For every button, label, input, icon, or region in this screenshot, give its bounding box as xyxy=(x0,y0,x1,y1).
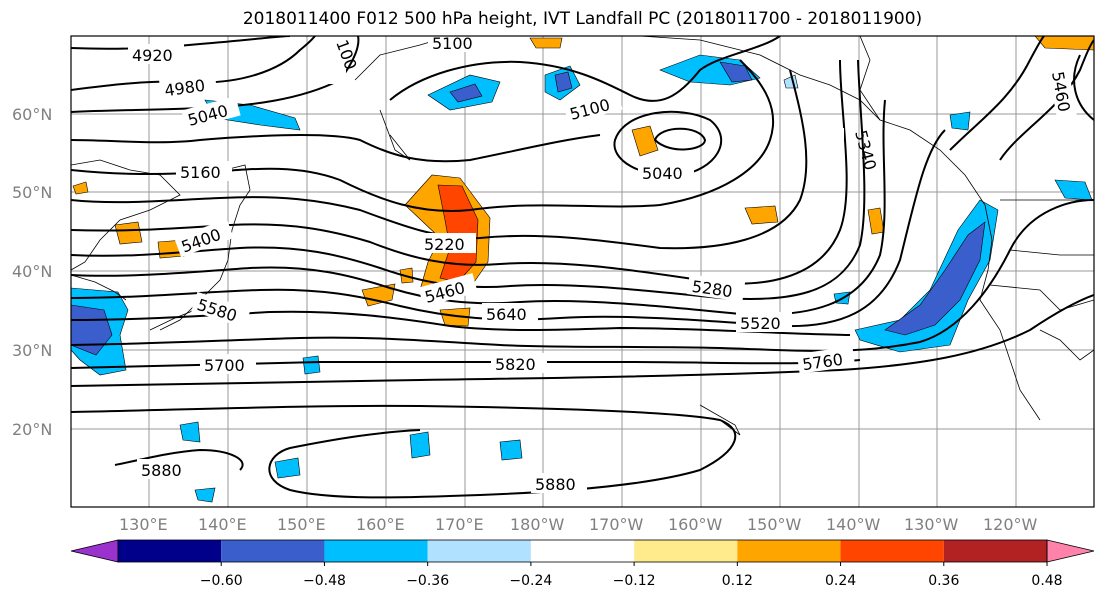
lon-label: 150°W xyxy=(747,515,802,534)
lat-label: 40°N xyxy=(12,262,52,281)
lat-label: 60°N xyxy=(12,105,52,124)
colorbar-segment xyxy=(530,540,635,562)
lon-label: 150°E xyxy=(277,515,326,534)
lon-label: 130°W xyxy=(904,515,959,534)
contour-label: 5160 xyxy=(180,163,221,182)
contour-label: 5520 xyxy=(740,314,781,333)
lon-label: 170°W xyxy=(589,515,644,534)
lon-label: 180°W xyxy=(510,515,565,534)
colorbar-tick-label: −0.36 xyxy=(406,573,449,589)
colorbar-segment xyxy=(737,540,841,562)
lon-label: 120°W xyxy=(983,515,1038,534)
colorbar-segment xyxy=(634,540,738,562)
colorbar-extend-low xyxy=(70,539,119,563)
colorbar-tick-label: −0.24 xyxy=(509,573,552,589)
lon-label: 130°E xyxy=(119,515,168,534)
height-contours xyxy=(71,36,1094,499)
contour-label: 5820 xyxy=(495,355,536,374)
map-title: 2018011400 F012 500 hPa height, IVT Land… xyxy=(242,9,923,29)
contour-label: 5100 xyxy=(432,34,473,53)
contour-label: 5640 xyxy=(486,305,527,324)
colorbar-segment xyxy=(118,540,222,562)
contour-label: 5700 xyxy=(204,356,245,375)
colorbar-tick-label: −0.60 xyxy=(200,573,243,589)
colorbar-frame xyxy=(117,539,1048,563)
colorbar-tick-label: −0.12 xyxy=(613,573,656,589)
lon-label: 140°E xyxy=(198,515,247,534)
longitude-labels: 130°E 140°E 150°E 160°E 170°E 180°W 170°… xyxy=(119,515,1038,534)
contour-label: 5880 xyxy=(535,475,576,494)
lon-label: 160°W xyxy=(668,515,723,534)
colorbar-tick-label: 0.24 xyxy=(825,573,856,589)
colorbar-tick-label: 0.12 xyxy=(722,573,753,589)
colorbar-tick-label: 0.48 xyxy=(1031,573,1062,589)
lat-label: 20°N xyxy=(12,420,52,439)
contour-labels: 4920 4980 5040 5100 5100 5160 5040 5220 … xyxy=(128,34,1078,494)
contour-label: 5220 xyxy=(424,235,465,254)
colorbar-segment xyxy=(840,540,944,562)
lon-label: 140°W xyxy=(826,515,881,534)
contour-label: 5880 xyxy=(141,461,182,480)
latitude-labels: 60°N 50°N 40°N 30°N 20°N xyxy=(12,105,52,439)
colorbar: −0.60 −0.48 −0.36 −0.24 −0.12 0.12 0.24 0.36 0.4… xyxy=(70,539,1095,589)
lat-label: 30°N xyxy=(12,341,52,360)
colorbar-tick-label: 0.36 xyxy=(928,573,959,589)
lon-label: 160°E xyxy=(356,515,405,534)
colorbar-segment xyxy=(943,540,1047,562)
colorbar-extend-high xyxy=(1046,539,1095,563)
lat-label: 50°N xyxy=(12,183,52,202)
colorbar-segment xyxy=(427,540,531,562)
lon-label: 170°E xyxy=(435,515,484,534)
map-border xyxy=(70,35,1095,508)
colorbar-segment xyxy=(324,540,428,562)
colorbar-segment xyxy=(221,540,325,562)
contour-label: 4920 xyxy=(132,46,173,65)
colorbar-tick-label: −0.48 xyxy=(303,573,346,589)
ivt-negative-areas xyxy=(71,54,1093,503)
contour-label: 5040 xyxy=(642,164,683,183)
